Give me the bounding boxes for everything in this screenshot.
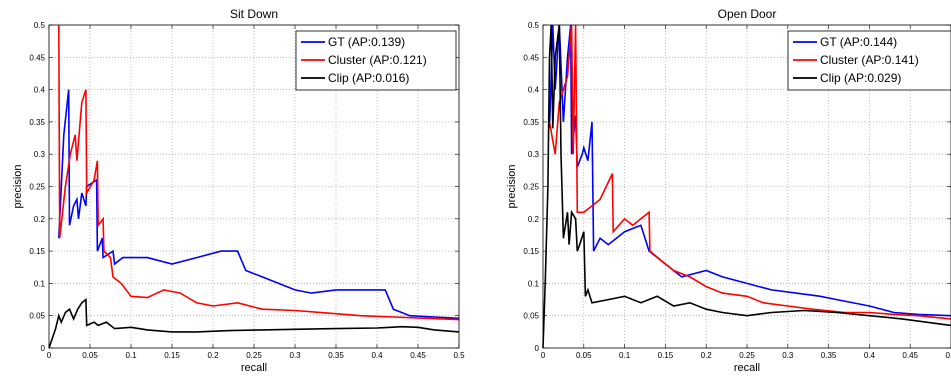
y-tick-label: 0.2 [528,215,540,224]
series-line-3 [48,297,460,349]
x-tick-label: 0.5 [945,351,951,360]
legend-entry: Cluster (AP:0.141) [820,53,919,67]
x-tick-label: 0.3 [289,351,301,360]
x-tick-label: 0.4 [864,351,876,360]
y-tick-label: 0.1 [34,279,46,288]
y-tick-label: 0.45 [523,53,539,62]
legend-entry: Clip (AP:0.016) [328,71,409,85]
grid [49,25,459,348]
x-tick-label: 0 [47,351,52,360]
y-tick-label: 0.05 [523,312,539,321]
y-tick-label: 0.25 [523,183,539,192]
x-tick-label: 0.2 [701,351,713,360]
y-tick-label: 0.35 [29,118,45,127]
y-axis-label: precision [12,164,24,208]
x-tick-label: 0.25 [739,351,755,360]
x-tick-label: 0.45 [410,351,426,360]
x-tick-label: 0.5 [453,351,465,360]
y-tick-label: 0.25 [29,183,45,192]
x-tick-label: 0.25 [246,351,262,360]
legend: GT (AP:0.139) Cluster (AP:0.121) Clip (AP:… [295,30,457,91]
y-axis-label: precision [506,164,518,208]
y-tick-label: 0.15 [523,247,539,256]
x-axis-label: recall [241,362,267,374]
y-tick-label: 0.3 [34,150,46,159]
x-tick-label: 0.05 [576,351,592,360]
chart-panel-1: 0 0.05 0.1 0.15 0.2 0.25 0.3 0.35 0.4 0.45 0.5 0 0.0… [12,7,465,374]
x-tick-label: 0.2 [207,351,219,360]
series-line-3 [542,24,951,349]
x-tick-label: 0.05 [82,351,98,360]
legend-entry: Clip (AP:0.029) [820,71,901,85]
series-line-1 [58,89,460,320]
y-tick-label: 0 [535,344,540,353]
x-axis-label: recall [734,362,760,374]
y-tick-label: 0.45 [29,53,45,62]
y-tick-label: 0.5 [528,21,540,30]
legend-entry: GT (AP:0.139) [328,35,405,49]
y-tick-label: 0.05 [29,312,45,321]
x-tick-label: 0.1 [619,351,631,360]
x-tick-label: 0.15 [164,351,180,360]
x-tick-label: 0.45 [902,351,918,360]
y-tick-label: 0.5 [34,21,46,30]
y-tick-label: 0.1 [528,279,540,288]
x-tick-label: 0.3 [782,351,794,360]
chart-panel-2: 0 0.05 0.1 0.15 0.2 0.25 0.3 0.35 0.4 0.45 0.5 0 0.0… [506,7,951,374]
y-tick-label: 0.4 [34,86,46,95]
y-tick-label: 0 [41,344,46,353]
x-tick-label: 0.35 [328,351,344,360]
series-line-2 [58,24,460,321]
x-tick-label: 0.1 [125,351,137,360]
x-tick-label: 0.15 [658,351,674,360]
y-tick-label: 0.15 [29,247,45,256]
y-tick-label: 0.3 [528,150,540,159]
series-line-2 [548,24,951,320]
x-tick-label: 0 [541,351,546,360]
series-line-1 [548,24,951,317]
chart-title: Open Door [718,7,777,21]
legend-entry: GT (AP:0.144) [820,35,897,49]
legend: GT (AP:0.144) Cluster (AP:0.141) Clip (AP:… [787,30,951,91]
y-tick-label: 0.2 [34,215,46,224]
y-tick-label: 0.35 [523,118,539,127]
y-tick-label: 0.4 [528,86,540,95]
x-tick-label: 0.35 [821,351,837,360]
chart-title: Sit Down [230,7,278,21]
legend-entry: Cluster (AP:0.121) [328,53,427,67]
x-tick-label: 0.4 [371,351,383,360]
